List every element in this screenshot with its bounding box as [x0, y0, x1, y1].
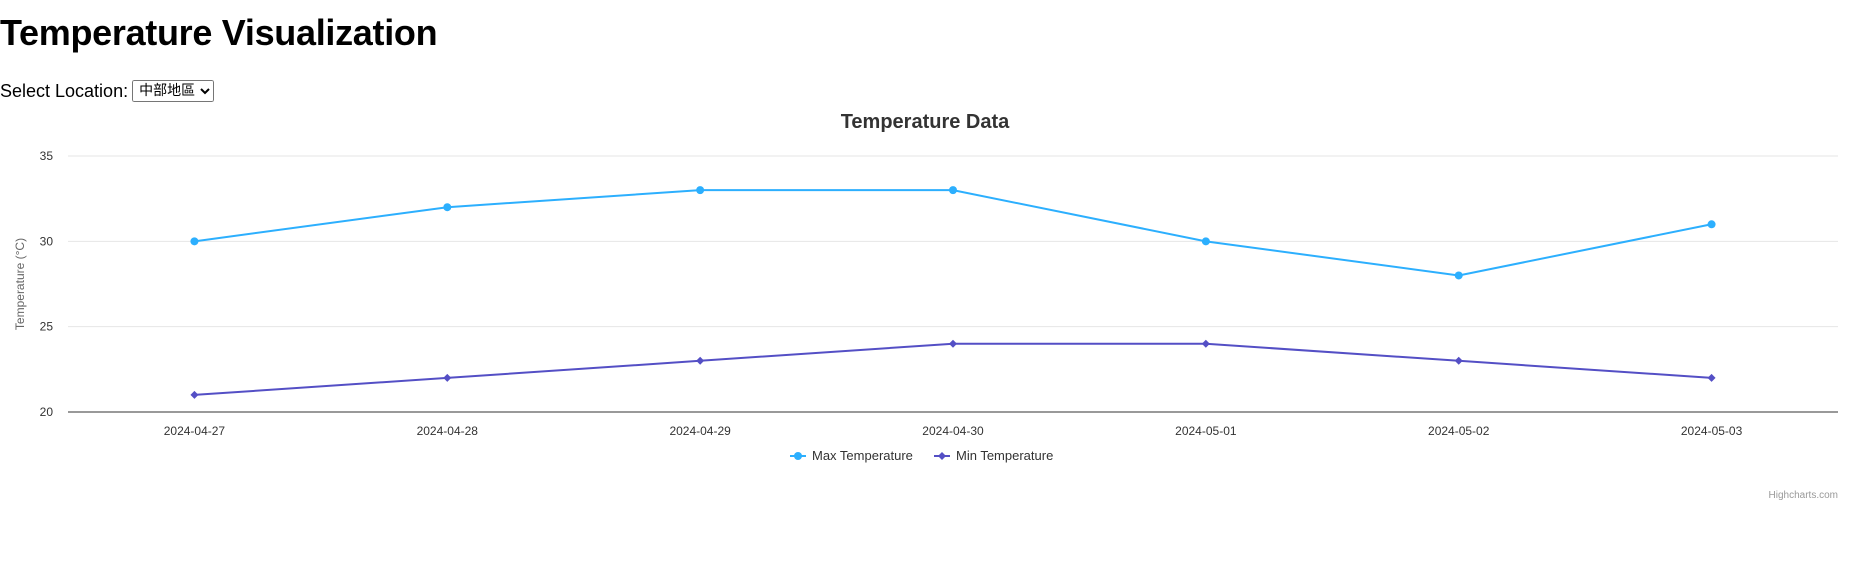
credits-link[interactable]: Highcharts.com [1769, 490, 1838, 501]
y-tick-label: 25 [40, 320, 54, 334]
data-point-marker[interactable] [696, 356, 705, 365]
location-select[interactable]: 中部地區 [132, 80, 215, 102]
data-point-marker[interactable] [1454, 271, 1463, 280]
data-point-marker[interactable] [1707, 220, 1716, 229]
x-tick-label: 2024-04-28 [417, 424, 479, 438]
legend-label: Min Temperature [956, 448, 1053, 463]
y-tick-label: 35 [40, 149, 54, 163]
series-min-temperature [190, 339, 1716, 399]
x-tick-label: 2024-04-29 [669, 424, 731, 438]
x-tick-label: 2024-05-02 [1428, 424, 1490, 438]
legend: Max Temperature Min Temperature [790, 448, 1053, 463]
location-label: Select Location: [0, 80, 129, 101]
x-axis-ticks: 2024-04-27 2024-04-28 2024-04-29 2024-04-30… [164, 424, 1743, 438]
data-point-marker[interactable] [1454, 356, 1463, 365]
data-point-marker[interactable] [696, 186, 705, 195]
legend-symbol-marker [794, 452, 802, 460]
legend-item-min-temperature[interactable]: Min Temperature [934, 448, 1053, 463]
temperature-chart: Temperature Data 20 25 30 35 Temperature (°… [13, 111, 1838, 501]
y-tick-label: 20 [40, 405, 54, 419]
data-point-marker[interactable] [190, 237, 199, 246]
series-line[interactable] [194, 189, 1712, 277]
grid-lines [68, 155, 1838, 328]
data-point-marker[interactable] [443, 203, 452, 212]
x-tick-label: 2024-04-27 [164, 424, 226, 438]
y-tick-label: 30 [40, 234, 54, 248]
location-selector-row: Select Location: 中部地區 [0, 80, 215, 102]
data-point-marker[interactable] [1201, 339, 1210, 348]
series-line[interactable] [194, 342, 1712, 396]
y-axis-title: Temperature (°C) [13, 238, 27, 330]
data-point-marker[interactable] [190, 390, 199, 399]
page-heading: Temperature Visualization [0, 12, 438, 53]
data-point-marker[interactable] [1707, 373, 1716, 382]
x-tick-label: 2024-04-30 [922, 424, 984, 438]
legend-label: Max Temperature [812, 448, 913, 463]
data-point-marker[interactable] [1201, 237, 1210, 246]
series-max-temperature [190, 186, 1716, 280]
x-tick-label: 2024-05-03 [1681, 424, 1743, 438]
y-axis-ticks: 20 25 30 35 [40, 149, 54, 419]
series-layer [190, 186, 1716, 399]
x-tick-label: 2024-05-01 [1175, 424, 1237, 438]
chart-title: Temperature Data [841, 111, 1010, 133]
data-point-marker[interactable] [443, 373, 452, 382]
data-point-marker[interactable] [949, 186, 957, 195]
legend-item-max-temperature[interactable]: Max Temperature [790, 448, 913, 463]
legend-symbol-marker [938, 452, 946, 460]
data-point-marker[interactable] [949, 339, 957, 348]
